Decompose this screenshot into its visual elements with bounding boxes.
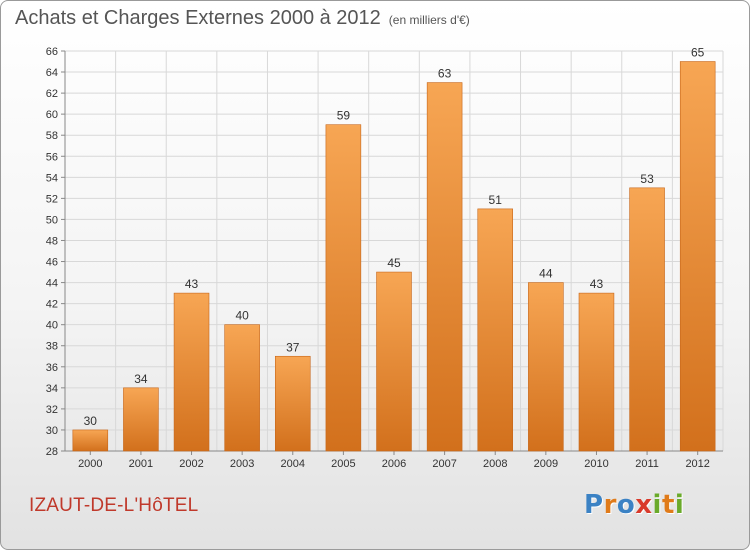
- y-tick-label: 36: [46, 362, 58, 374]
- y-tick-label: 50: [46, 214, 58, 226]
- x-tick-label: 2012: [685, 458, 709, 470]
- x-tick-label: 2008: [483, 458, 507, 470]
- data-label: 53: [640, 172, 654, 186]
- x-tick-label: 2004: [281, 458, 305, 470]
- y-tick-label: 58: [46, 130, 58, 142]
- bar: [426, 82, 463, 452]
- bar: [578, 292, 615, 452]
- data-label: 51: [489, 193, 503, 207]
- y-tick-label: 32: [46, 404, 58, 416]
- data-label: 45: [387, 256, 401, 270]
- x-tick-label: 2007: [432, 458, 456, 470]
- x-tick-labels: 2000 2001 2002 2003 2004 2005 2006 2007 2008 2009…: [78, 458, 710, 470]
- x-tick-label: 2011: [635, 458, 659, 470]
- y-tick-label: 46: [46, 257, 58, 269]
- bar: [123, 387, 159, 452]
- data-label: 63: [438, 67, 452, 81]
- place-name: IZAUT-DE-L'HôTEL: [29, 495, 199, 516]
- x-tick-label: 2002: [179, 458, 203, 470]
- x-tick-label: 2003: [230, 458, 254, 470]
- bars: [72, 61, 716, 452]
- data-label: 59: [337, 109, 351, 123]
- data-labels: 30 34 43 40 37 59 45 63 51 44 43 53 65: [84, 46, 705, 428]
- y-tick-label: 34: [46, 383, 58, 395]
- logo-letter: t: [661, 490, 675, 520]
- y-tick-label: 64: [46, 67, 58, 79]
- y-tick-label: 54: [46, 172, 58, 184]
- y-tick-label: 44: [46, 278, 58, 290]
- data-label: 30: [84, 414, 98, 428]
- bar: [275, 355, 311, 452]
- bar: [629, 187, 665, 452]
- chart-title: Achats et Charges Externes 2000 à 2012 (e…: [15, 7, 470, 30]
- logo-letter: i: [652, 490, 662, 520]
- chart-unit: (en milliers d'€): [388, 13, 470, 27]
- logo-letter: i: [674, 490, 685, 520]
- y-tick-label: 52: [46, 193, 58, 205]
- y-tick-label: 48: [46, 235, 58, 247]
- data-label: 43: [185, 277, 199, 291]
- y-tick-labels: 28 30 32 34 36 38 40 42 44 46 48 50 52 54 56 58 60 62 64 66: [46, 46, 58, 458]
- bar: [173, 292, 210, 452]
- y-tick-label: 30: [46, 425, 58, 437]
- data-label: 44: [539, 267, 553, 281]
- bar: [376, 271, 412, 452]
- y-tick-label: 28: [46, 446, 58, 458]
- logo-letter: o: [616, 490, 636, 520]
- y-tick-label: 62: [46, 88, 58, 100]
- y-tick-label: 56: [46, 151, 58, 163]
- data-label: 43: [590, 277, 604, 291]
- bar: [72, 429, 109, 452]
- bar: [224, 324, 260, 452]
- x-tick-label: 2005: [331, 458, 355, 470]
- bar: [679, 61, 716, 452]
- logo-letter: x: [635, 490, 653, 520]
- data-label: 37: [286, 340, 300, 354]
- data-label: 40: [235, 309, 249, 323]
- logo-letter: r: [603, 490, 617, 520]
- y-tick-label: 40: [46, 320, 58, 332]
- x-tick-label: 2001: [129, 458, 153, 470]
- x-tick-label: 2006: [382, 458, 406, 470]
- x-tick-label: 2009: [534, 458, 558, 470]
- y-tick-label: 60: [46, 109, 58, 121]
- x-tick-label: 2010: [584, 458, 608, 470]
- logo-letter: P: [584, 490, 604, 520]
- y-tick-label: 42: [46, 299, 58, 311]
- data-label: 34: [134, 372, 148, 386]
- proxiti-logo[interactable]: Proxiti: [584, 490, 684, 520]
- chart-title-text: Achats et Charges Externes 2000 à 2012: [15, 7, 381, 29]
- y-tick-label: 38: [46, 341, 58, 353]
- data-label: 65: [691, 46, 705, 60]
- y-tick-label: 66: [46, 46, 58, 58]
- x-tick-label: 2000: [78, 458, 102, 470]
- bar: [477, 208, 513, 452]
- bar: [325, 124, 362, 452]
- bar: [528, 282, 564, 452]
